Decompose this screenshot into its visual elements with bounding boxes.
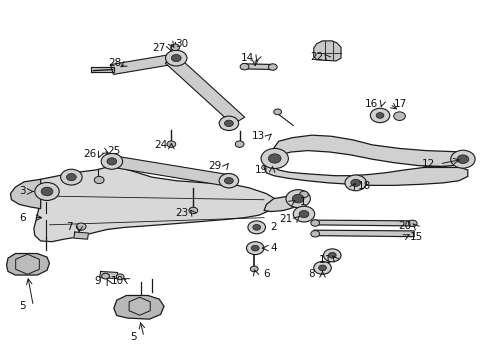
- Circle shape: [318, 265, 326, 271]
- Circle shape: [235, 141, 244, 147]
- Circle shape: [224, 177, 233, 184]
- Circle shape: [285, 190, 310, 208]
- Polygon shape: [242, 64, 274, 69]
- Circle shape: [219, 116, 238, 131]
- Polygon shape: [264, 135, 468, 185]
- Text: 17: 17: [393, 99, 407, 109]
- Text: 1: 1: [299, 197, 305, 207]
- Circle shape: [456, 155, 468, 163]
- Text: 12: 12: [421, 159, 434, 169]
- Text: 25: 25: [107, 145, 120, 156]
- Text: 30: 30: [175, 39, 188, 49]
- Circle shape: [268, 64, 277, 70]
- Circle shape: [35, 183, 59, 201]
- Circle shape: [101, 153, 122, 169]
- Circle shape: [407, 220, 416, 226]
- Circle shape: [219, 174, 238, 188]
- Text: 11: 11: [318, 255, 331, 265]
- Circle shape: [41, 187, 53, 196]
- Polygon shape: [16, 254, 39, 274]
- Text: 29: 29: [208, 161, 222, 171]
- Text: 24: 24: [154, 140, 167, 150]
- Circle shape: [292, 194, 304, 203]
- Circle shape: [310, 220, 319, 226]
- Text: 21: 21: [279, 214, 292, 224]
- Polygon shape: [264, 194, 303, 212]
- Text: 26: 26: [82, 149, 96, 159]
- Polygon shape: [114, 296, 163, 319]
- Circle shape: [393, 112, 405, 121]
- Text: 6: 6: [20, 213, 26, 222]
- Circle shape: [240, 63, 248, 70]
- Circle shape: [299, 211, 308, 218]
- Circle shape: [116, 274, 124, 280]
- Circle shape: [107, 158, 117, 165]
- Text: 13: 13: [251, 131, 264, 141]
- Text: 5: 5: [130, 332, 136, 342]
- Text: 4: 4: [270, 243, 277, 253]
- Circle shape: [61, 169, 82, 185]
- Circle shape: [252, 225, 260, 230]
- Text: 2: 2: [270, 222, 277, 232]
- Circle shape: [165, 50, 186, 66]
- Polygon shape: [6, 253, 49, 275]
- Text: 20: 20: [397, 221, 410, 231]
- Polygon shape: [10, 179, 41, 209]
- Polygon shape: [313, 230, 413, 237]
- Circle shape: [188, 207, 197, 214]
- Text: 5: 5: [20, 301, 26, 311]
- Circle shape: [171, 54, 181, 62]
- Text: 6: 6: [263, 269, 269, 279]
- Circle shape: [224, 120, 233, 127]
- Polygon shape: [313, 220, 413, 226]
- Circle shape: [251, 245, 259, 251]
- Polygon shape: [129, 297, 150, 315]
- Text: 18: 18: [357, 181, 370, 192]
- Text: 8: 8: [308, 269, 314, 279]
- Text: 9: 9: [94, 276, 101, 286]
- Circle shape: [350, 179, 360, 186]
- Circle shape: [261, 148, 288, 168]
- Text: 23: 23: [175, 208, 188, 218]
- Polygon shape: [34, 166, 276, 242]
- Circle shape: [247, 221, 265, 234]
- Text: 28: 28: [108, 58, 122, 68]
- Polygon shape: [110, 55, 173, 75]
- Circle shape: [313, 261, 330, 274]
- Text: 22: 22: [309, 52, 323, 62]
- Text: 3: 3: [20, 186, 26, 197]
- Circle shape: [66, 174, 76, 181]
- Text: 16: 16: [364, 99, 377, 109]
- Circle shape: [246, 242, 264, 255]
- Circle shape: [170, 44, 179, 50]
- Polygon shape: [91, 67, 114, 72]
- Circle shape: [369, 108, 389, 123]
- Text: 27: 27: [152, 43, 165, 53]
- Polygon shape: [100, 271, 118, 279]
- Circle shape: [268, 154, 281, 163]
- Text: 15: 15: [408, 232, 422, 242]
- Circle shape: [293, 206, 314, 222]
- Circle shape: [450, 150, 474, 168]
- Polygon shape: [165, 56, 244, 125]
- Circle shape: [250, 266, 258, 272]
- Polygon shape: [313, 41, 340, 61]
- Circle shape: [344, 175, 366, 191]
- Polygon shape: [110, 156, 231, 186]
- Polygon shape: [74, 232, 88, 239]
- Circle shape: [94, 176, 104, 184]
- Circle shape: [299, 191, 308, 198]
- Circle shape: [310, 230, 319, 237]
- Circle shape: [375, 113, 383, 118]
- Circle shape: [102, 273, 109, 279]
- Circle shape: [323, 249, 340, 262]
- Text: 7: 7: [65, 222, 72, 231]
- Text: 19: 19: [254, 165, 267, 175]
- Text: 14: 14: [240, 53, 253, 63]
- Text: 10: 10: [111, 276, 124, 286]
- Circle shape: [166, 141, 175, 147]
- Circle shape: [76, 223, 86, 230]
- Circle shape: [273, 109, 281, 115]
- Circle shape: [328, 252, 335, 258]
